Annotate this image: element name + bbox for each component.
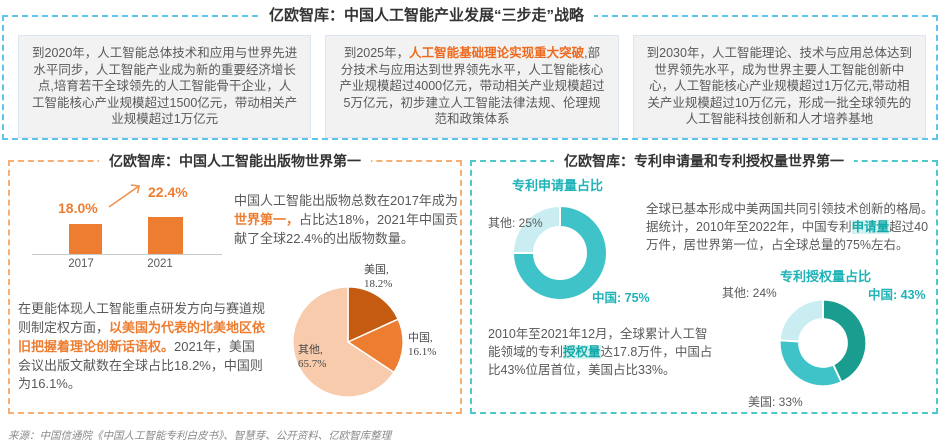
bar-year-2021: 2021 <box>147 258 173 270</box>
publications-paragraph-1-highlight: 世界第一， <box>234 211 300 227</box>
applications-label-other: 其他: 25% <box>488 216 543 230</box>
milestone-2025-box: 到2025年，人工智能基础理论实现重大突破,部分技术与应用达到世界领先水平，人工… <box>325 35 619 138</box>
patents-paragraph-1: 全球已基本形成中美两国共同引领技术创新的格局。据统计，2010年至2022年，中… <box>646 202 934 253</box>
bar-2021 <box>148 217 183 254</box>
milestone-2030-box: 到2030年，人工智能理论、技术与应用总体达到世界领先水平，成为世界主要人工智能… <box>632 35 926 138</box>
patents-panel-title: 亿欧智库：专利申请量和专利授权量世界第一 <box>554 151 854 171</box>
grants-label-us: 美国: 33% <box>748 395 803 409</box>
bar-value-2021: 22.4% <box>148 184 188 200</box>
milestone-2020-text: 到2020年，人工智能总体技术和应用与世界先进水平同步，人工智能产业成为新的重要… <box>32 46 298 126</box>
pie-label-cn: 中国, 16.1% <box>408 332 437 358</box>
strategy-section: 亿欧智库：中国人工智能产业发展“三步走”战略 到2020年，人工智能总体技术和应… <box>2 6 938 140</box>
pie-label-us: 美国, 18.2% <box>364 264 393 290</box>
publications-paragraph-1: 中国人工智能出版物总数在2017年成为世界第一，占比达18%，2021年中国贡献… <box>234 193 458 246</box>
publications-paragraph-2-highlight: 以美国为代表的北美地区依旧把握着理论创新话语权。 <box>18 319 266 354</box>
source-note: 来源：中国信通院《中国人工智能专利白皮书》、智慧芽、公开资料、亿欧智库整理 <box>8 430 392 442</box>
growth-arrow-icon <box>108 184 140 208</box>
applications-label-cn: 中国: 75% <box>592 291 650 305</box>
pie-label-other: 其他, 65.7% <box>298 344 327 370</box>
grants-label-other: 其他: 24% <box>722 286 777 300</box>
strategy-section-title: 亿欧智库：中国人工智能产业发展“三步走”战略 <box>259 6 595 26</box>
publications-panel-title: 亿欧智库：中国人工智能出版物世界第一 <box>99 151 371 171</box>
milestone-2030-text: 到2030年，人工智能理论、技术与应用总体达到世界领先水平，成为世界主要人工智能… <box>646 46 912 126</box>
milestone-boxes: 到2020年，人工智能总体技术和应用与世界先进水平同步，人工智能产业成为新的重要… <box>18 35 926 138</box>
publications-panel: 亿欧智库：中国人工智能出版物世界第一 18.0% 22.4% 2017 2021… <box>8 151 462 414</box>
patent-grants-donut-chart <box>778 298 868 388</box>
bar-2017 <box>69 224 102 254</box>
patents-paragraph-2-highlight: 授权量 <box>563 345 601 360</box>
milestone-2020-box: 到2020年，人工智能总体技术和应用与世界先进水平同步，人工智能产业成为新的重要… <box>18 35 312 138</box>
patents-panel: 亿欧智库：专利申请量和专利授权量世界第一 专利申请量占比 其他: 25% 中国:… <box>470 151 938 414</box>
publications-paragraph-2: 在更能体现人工智能重点研发方向与赛道规则制定权方面，以美国为代表的北美地区依旧把… <box>18 301 266 392</box>
bar-year-2017: 2017 <box>68 258 94 270</box>
publications-pie-chart <box>292 286 404 398</box>
patent-grants-chart-title: 专利授权量占比 <box>780 269 872 284</box>
publications-bar-chart <box>32 180 222 255</box>
milestone-2025-highlight: 人工智能基础理论实现重大突破 <box>409 46 585 60</box>
patent-applications-chart-title: 专利申请量占比 <box>512 178 604 193</box>
patents-paragraph-1-highlight: 申请量 <box>851 220 890 235</box>
milestone-2025-text: 到2025年， <box>343 46 410 60</box>
bar-value-2017: 18.0% <box>58 200 98 216</box>
patents-paragraph-2: 2010年至2021年12月，全球累计人工智能领域的专利授权量达17.8万件，中… <box>488 327 713 378</box>
patent-applications-donut-chart <box>511 204 608 301</box>
grants-label-cn: 中国: 43% <box>868 288 926 302</box>
